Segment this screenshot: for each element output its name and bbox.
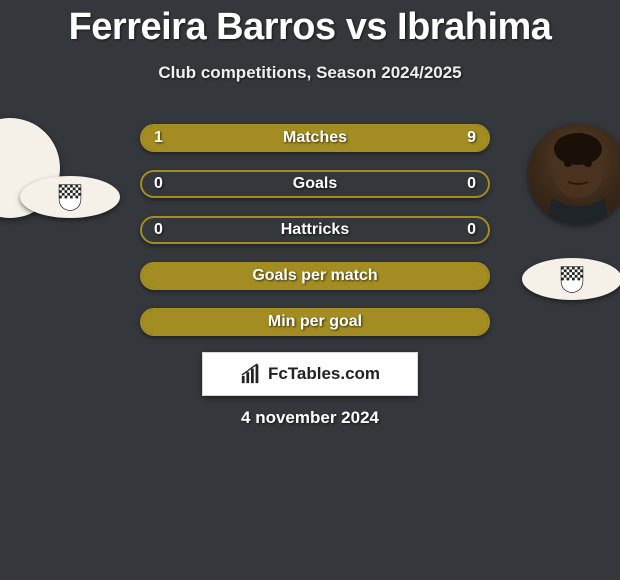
stat-bar-value-right: 0 [467,218,476,242]
face-silhouette-icon [528,124,620,224]
stat-bar: Goals per match [140,262,490,290]
player-left-club-crest [20,176,120,218]
stat-bar-value-right: 9 [467,126,476,150]
stat-bar-value-right: 0 [467,172,476,196]
player-right-avatar [528,124,620,224]
stat-bar-label: Matches [142,126,488,150]
snapshot-date: 4 november 2024 [0,408,620,428]
stat-bar-value-left: 1 [154,126,163,150]
club-crest-icon [56,182,84,212]
brand-badge: FcTables.com [202,352,418,396]
comparison-bars: Matches19Goals00Hattricks00Goals per mat… [140,124,490,354]
stat-bar: Hattricks0 0 [140,216,490,244]
stat-bar-label: Hattricks [142,218,488,242]
stat-bar: Matches1 9 [140,124,490,152]
stat-bar-value-left: 0 [154,172,163,196]
page-subtitle: Club competitions, Season 2024/2025 [0,63,620,83]
stat-bar: Min per goal [140,308,490,336]
stat-bar-label: Goals [142,172,488,196]
club-crest-icon [558,264,586,294]
brand-text: FcTables.com [268,364,380,384]
stat-bar-label: Goals per match [142,264,488,288]
player-right-club-crest [522,258,620,300]
stat-bar-value-left: 0 [154,218,163,242]
stat-bar-label: Min per goal [142,310,488,334]
page-title: Ferreira Barros vs Ibrahima [0,0,620,49]
stat-bar: Goals0 0 [140,170,490,198]
bar-chart-icon [240,363,262,385]
